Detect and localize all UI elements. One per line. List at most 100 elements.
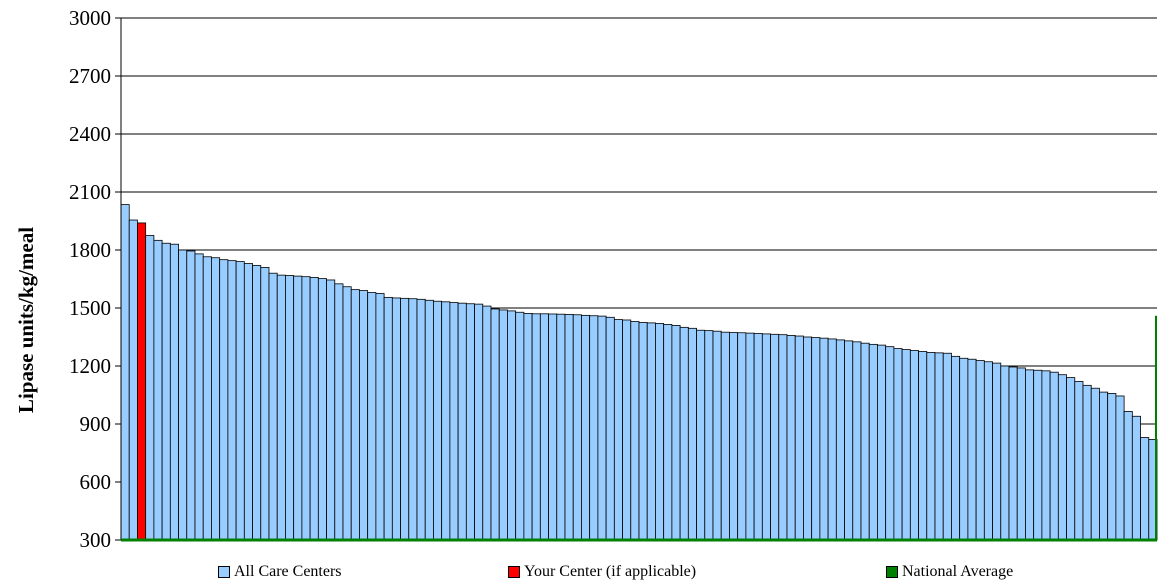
bar-care-center: [794, 335, 804, 541]
bar-care-center: [597, 315, 607, 541]
bar-care-center: [1107, 393, 1117, 541]
bar-care-center: [638, 322, 648, 541]
bar-care-center: [901, 349, 911, 541]
y-tick-label: 1500: [69, 296, 111, 320]
bar-care-center: [613, 319, 623, 541]
bar-care-center: [523, 313, 533, 541]
y-tick-label: 1800: [69, 238, 111, 262]
bar-care-center: [260, 266, 270, 541]
bar-care-center: [1025, 369, 1035, 541]
bar-care-center: [408, 298, 418, 541]
bar-care-center: [334, 283, 344, 541]
bar-care-center: [860, 342, 870, 541]
bar-care-center: [753, 333, 763, 541]
bar-care-center: [342, 286, 352, 541]
bar-care-center: [1074, 381, 1084, 541]
bar-care-center: [835, 339, 845, 541]
bar-care-center: [202, 256, 212, 541]
bar-care-center: [803, 336, 813, 541]
bar-care-center: [145, 235, 155, 541]
bar-care-center: [737, 332, 747, 541]
bar-care-center: [696, 329, 706, 541]
bar-care-center: [153, 239, 163, 541]
bar-care-center: [128, 219, 138, 541]
bar-national-average: [1155, 315, 1157, 540]
bar-care-center: [276, 274, 286, 541]
y-tick-label: 3000: [69, 6, 111, 30]
bar-care-center: [942, 352, 952, 541]
bar-care-center: [885, 346, 895, 541]
bar-care-center: [959, 357, 969, 541]
y-axis-title: Lipase units/kg/meal: [14, 227, 38, 413]
bar-care-center: [252, 265, 262, 541]
bar-care-center: [745, 332, 755, 541]
y-tick-label: 1200: [69, 354, 111, 378]
bar-care-center: [219, 259, 229, 541]
bar-care-center: [293, 275, 303, 541]
y-tick-label: 300: [80, 528, 112, 552]
bar-care-center: [1090, 387, 1100, 541]
bar-care-center: [893, 348, 903, 541]
bar-care-center: [391, 297, 401, 541]
bar-care-center: [679, 326, 689, 541]
bar-care-center: [712, 330, 722, 541]
bar-care-center: [564, 313, 574, 541]
bar-care-center: [194, 253, 204, 541]
bar-care-center: [383, 296, 393, 541]
bar-care-center: [309, 277, 319, 541]
bar-care-center: [655, 323, 665, 541]
bar-care-center: [1123, 411, 1133, 541]
bar-care-center: [770, 333, 780, 541]
bar-care-center: [605, 316, 615, 541]
bar-care-center: [539, 313, 549, 541]
legend-item-your-center: Your Center (if applicable): [508, 563, 696, 581]
bar-care-center: [761, 333, 771, 541]
bar-care-center: [868, 343, 878, 541]
legend-label-your-center: Your Center (if applicable): [524, 563, 697, 580]
bar-care-center: [359, 290, 369, 541]
bar-care-center: [441, 301, 451, 541]
y-tick-label: 900: [80, 412, 112, 436]
bar-care-center: [375, 293, 385, 541]
bar-care-center: [1008, 366, 1018, 541]
bar-care-center: [778, 334, 788, 541]
bar-care-center: [400, 297, 410, 541]
bar-care-center: [556, 313, 566, 541]
bar-care-center: [909, 350, 919, 541]
bar-care-center: [581, 314, 591, 541]
bar-care-center: [1041, 370, 1051, 541]
bar-care-center: [671, 324, 681, 541]
bar-care-center: [844, 340, 854, 541]
bar-care-center: [211, 257, 221, 541]
bar-care-center: [548, 313, 558, 541]
bar-care-center: [786, 335, 796, 541]
bar-care-center: [515, 311, 525, 541]
bar-care-center: [507, 310, 517, 541]
bar-care-center: [416, 298, 426, 541]
bar-care-center: [687, 327, 697, 541]
bar-care-center: [622, 319, 632, 541]
bar-care-center: [424, 299, 434, 541]
bar-care-center: [235, 261, 245, 541]
bar-care-center: [729, 332, 739, 541]
bar-care-center: [367, 292, 377, 541]
bar-care-center: [457, 302, 467, 541]
bar-care-center: [285, 275, 295, 541]
bar-care-center: [983, 361, 993, 541]
y-tick-label: 600: [80, 470, 112, 494]
legend: All Care Centers Your Center (if applica…: [0, 563, 1159, 585]
bar-care-center: [490, 308, 500, 541]
bar-care-center: [877, 344, 887, 541]
bar-care-center: [589, 315, 599, 541]
y-tick-label: 2100: [69, 180, 111, 204]
bar-care-center: [918, 351, 928, 541]
bar-care-center: [1033, 369, 1043, 541]
bar-care-center: [317, 278, 327, 541]
bar-care-center: [967, 358, 977, 541]
bar-care-center: [1057, 374, 1067, 541]
bar-care-center: [449, 302, 459, 541]
bar-care-center: [819, 337, 829, 541]
bar-care-center: [1131, 415, 1141, 541]
bars: [120, 204, 1158, 541]
